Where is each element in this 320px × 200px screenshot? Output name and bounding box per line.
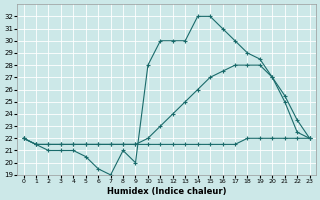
X-axis label: Humidex (Indice chaleur): Humidex (Indice chaleur) — [107, 187, 226, 196]
